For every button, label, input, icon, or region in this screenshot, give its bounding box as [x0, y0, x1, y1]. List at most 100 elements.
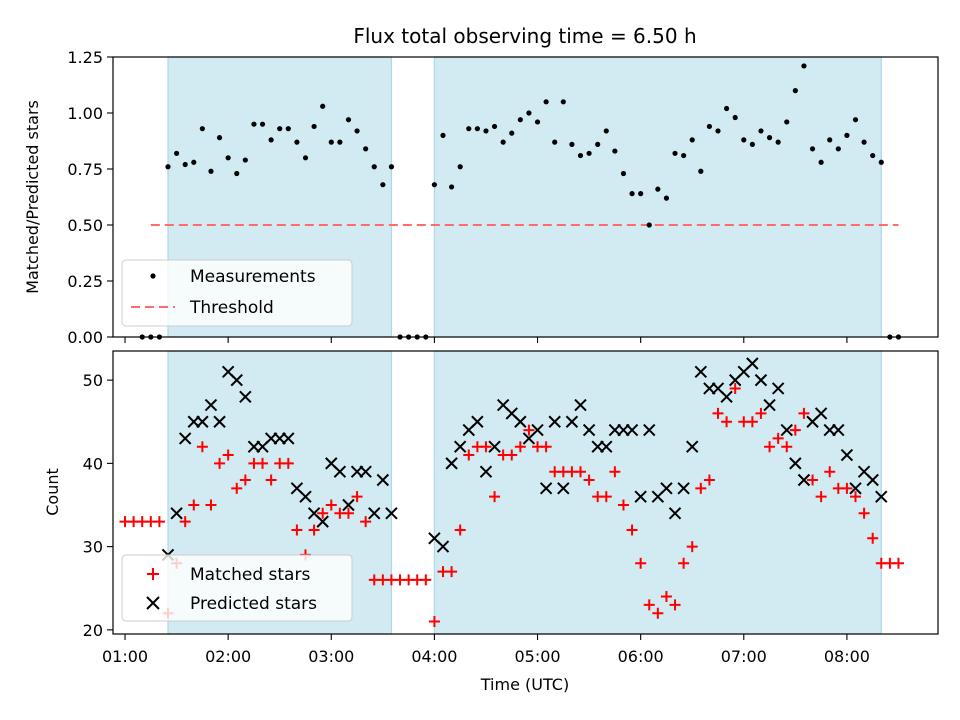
measurement-point [268, 137, 274, 143]
measurement-point [663, 195, 670, 201]
x-tick-label: 07:00 [721, 647, 767, 666]
matched-star-point [489, 491, 501, 503]
measurement-point [337, 139, 343, 145]
measurement-point [560, 99, 566, 105]
predicted-star-point [239, 390, 252, 403]
predicted-star-point [213, 415, 226, 428]
count-x-axis: 01:00 02:00 03:00 04:00 05:00 06:00 07:00 08:00 [102, 634, 870, 666]
predicted-star-point [780, 423, 793, 437]
predicted-legend-label: Predicted stars [190, 594, 317, 614]
measurement-point [827, 137, 833, 143]
measurement-point [723, 105, 730, 112]
matched-star-point [807, 474, 819, 486]
predicted-star-point [453, 440, 467, 453]
ratio-y-axis: 0.00 0.25 0.50 0.75 1.00 1.25 [67, 48, 113, 347]
measurement-point [294, 139, 300, 145]
matched-star-point [841, 482, 853, 494]
predicted-star-point [196, 415, 209, 428]
measurement-point [354, 128, 360, 134]
count-y-axis: 20 30 40 50 [83, 371, 113, 640]
measurement-point [380, 182, 386, 188]
matched-star-point [669, 599, 681, 611]
measurement-point [388, 164, 395, 170]
ratio-y-tick-label: 1.25 [67, 48, 103, 67]
matched-star-point [746, 416, 758, 428]
predicted-star-point [557, 482, 570, 495]
predicted-star-point [771, 382, 785, 395]
measurement-point [835, 146, 841, 152]
matched-star-point [196, 441, 208, 453]
predicted-star-point [565, 415, 579, 428]
matched-star-point [317, 507, 329, 519]
measurement-point [208, 168, 214, 174]
measurement-point [741, 137, 747, 143]
measurement-point [689, 137, 695, 143]
predicted-star-point [582, 423, 596, 437]
ratio-legend: Measurements Threshold [121, 259, 353, 327]
measurement-point [844, 132, 850, 138]
x-tick-label: 02:00 [205, 647, 251, 666]
measurement-point [552, 139, 558, 145]
predicted-star-point [625, 423, 639, 437]
matched-legend-label: Matched stars [190, 565, 310, 585]
matched-star-point [781, 441, 793, 453]
measurement-point [242, 157, 248, 163]
measurement-point [784, 119, 790, 125]
predicted-star-point [789, 457, 802, 470]
matched-star-point [609, 466, 621, 478]
predicted-star-point [668, 507, 682, 520]
matched-star-point [179, 516, 191, 528]
measurement-point [603, 128, 609, 134]
predicted-star-point [333, 465, 347, 478]
matched-star-point [798, 407, 810, 419]
matched-star-point [695, 482, 707, 494]
predicted-star-point [178, 432, 192, 445]
measurement-point [878, 159, 884, 165]
measurement-point [448, 184, 455, 190]
measurement-point [577, 152, 584, 159]
matched-star-point [678, 557, 690, 569]
predicted-star-point [230, 373, 243, 387]
ratio-y-tick-label: 0.50 [67, 216, 103, 235]
measurements-legend-marker [150, 273, 156, 279]
predicted-star-point [849, 482, 862, 495]
measurement-point [526, 110, 532, 116]
predicted-star-point [359, 465, 372, 478]
predicted-star-point [385, 507, 398, 520]
predicted-legend-marker [146, 596, 160, 610]
measurement-point [646, 222, 652, 228]
matched-star-point [764, 441, 776, 453]
predicted-star-point [445, 457, 458, 470]
predicted-star-point [677, 482, 690, 495]
matched-star-point [454, 524, 466, 536]
predicted-star-point [832, 423, 845, 437]
matched-star-point [703, 474, 715, 486]
measurement-point [766, 135, 773, 141]
measurement-point [509, 130, 515, 136]
observing-period-band [433, 56, 882, 338]
predicted-star-point [376, 473, 390, 487]
measurement-point [431, 182, 438, 188]
predicted-star-point [316, 515, 329, 528]
measurement-point [534, 119, 541, 125]
ratio-x-ticks [124, 337, 848, 343]
measurement-point [311, 123, 317, 130]
predicted-star-point [840, 448, 854, 462]
measurement-point [852, 117, 859, 123]
matched-star-point [265, 474, 277, 486]
predicted-star-point [471, 415, 484, 428]
predicted-star-point [574, 398, 587, 412]
measurement-point [655, 186, 661, 192]
measurement-point [818, 159, 824, 165]
count-y-tick-label: 50 [83, 371, 103, 390]
measurement-point [698, 168, 704, 174]
ratio-legend-box [121, 259, 353, 327]
measurement-point [483, 128, 489, 134]
matched-star-point [635, 557, 647, 569]
count-axes-frame [112, 350, 939, 635]
measurement-point [234, 170, 240, 177]
matched-star-point [652, 607, 664, 619]
measurement-point [165, 164, 171, 170]
chart-title: Flux total observing time = 6.50 h [353, 24, 696, 48]
measurement-point [732, 114, 738, 121]
